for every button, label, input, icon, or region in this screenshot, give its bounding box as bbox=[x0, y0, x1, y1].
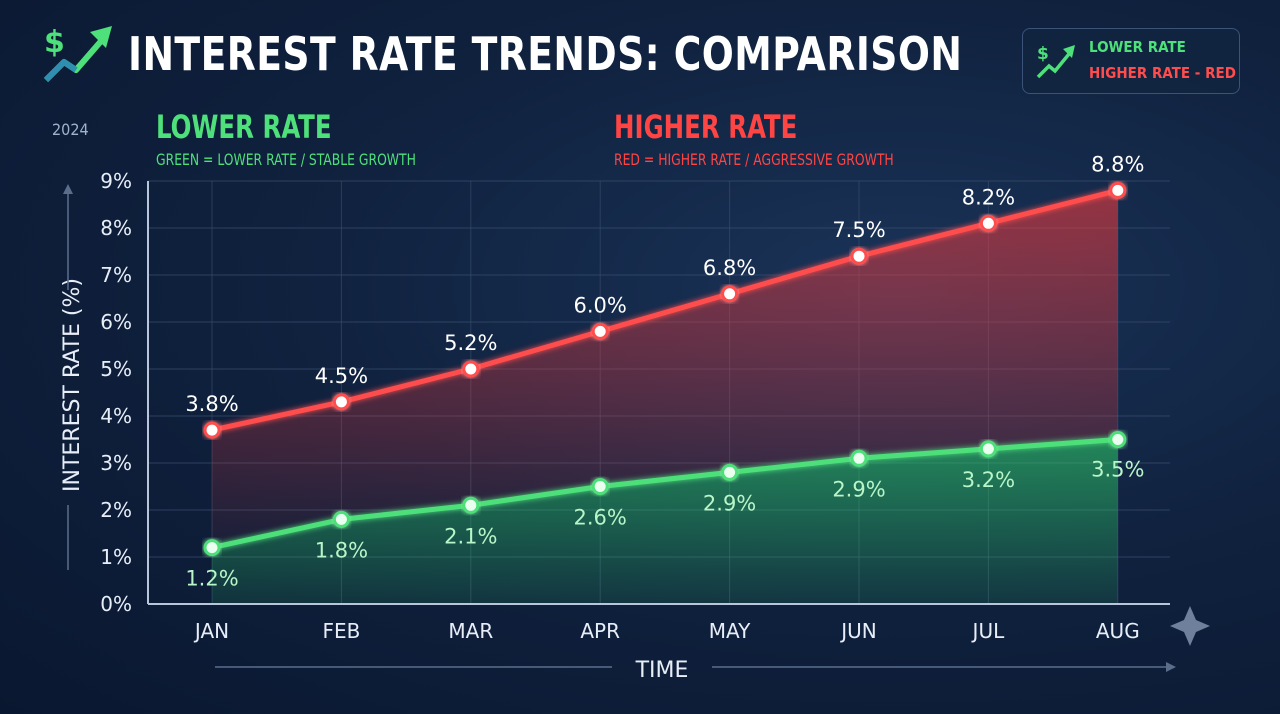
point-lower-rate bbox=[203, 539, 221, 557]
axes: 0% 1% 2% 3% 4% 5% 6% 7% 8% 9% JAN FEB MAR APR MAY JUN JU… bbox=[100, 169, 1170, 643]
point-higher-rate bbox=[1109, 181, 1127, 199]
point-higher-rate bbox=[721, 285, 739, 303]
year-label: 2024 bbox=[52, 120, 89, 139]
point-lower-rate bbox=[721, 463, 739, 481]
data-label-higher-rate: 3.8% bbox=[185, 392, 238, 416]
y-tick-label: 2% bbox=[100, 498, 132, 522]
legend-lower-rate: LOWER RATE bbox=[1089, 38, 1186, 56]
area-higher-rate bbox=[212, 190, 1118, 548]
data-label-lower-rate: 3.5% bbox=[1091, 458, 1144, 482]
data-label-lower-rate: 1.8% bbox=[315, 538, 368, 562]
point-lower-rate bbox=[979, 440, 997, 458]
x-axis-label: TIME bbox=[635, 658, 689, 683]
data-label-higher-rate: 8.2% bbox=[962, 185, 1015, 209]
svg-text:$: $ bbox=[44, 25, 65, 60]
data-label-lower-rate: 2.1% bbox=[444, 524, 497, 548]
point-higher-rate bbox=[979, 214, 997, 232]
y-tick-label: 9% bbox=[100, 169, 132, 193]
data-label-higher-rate: 6.8% bbox=[703, 256, 756, 280]
x-tick-label: JAN bbox=[193, 619, 229, 643]
lower-rate-heading: LOWER RATE bbox=[156, 108, 332, 146]
y-tick-label: 4% bbox=[100, 404, 132, 428]
point-higher-rate bbox=[850, 247, 868, 265]
data-labels: 3.8% 4.5% 5.2% 6.0% 6.8% 7.5% 8.2% 8.8% 1.2% 1.8%… bbox=[185, 152, 1144, 590]
point-higher-rate bbox=[203, 421, 221, 439]
data-label-higher-rate: 4.5% bbox=[315, 364, 368, 388]
series-lines bbox=[203, 181, 1127, 557]
point-lower-rate bbox=[1109, 431, 1127, 448]
x-axis-arrowhead bbox=[1166, 662, 1176, 672]
legend-higher-rate: HIGHER RATE - RED bbox=[1089, 64, 1236, 82]
title-bar: $ INTEREST RATE TRENDS: COMPARISON bbox=[40, 22, 1146, 86]
data-label-lower-rate: 2.6% bbox=[574, 506, 627, 530]
point-lower-rate bbox=[332, 510, 350, 528]
x-tick-label: APR bbox=[580, 619, 620, 643]
dollar-trend-icon: $ bbox=[43, 25, 112, 83]
x-tick-label: MAY bbox=[709, 619, 751, 643]
data-label-higher-rate: 6.0% bbox=[574, 293, 627, 317]
y-tick-label: 7% bbox=[100, 263, 132, 287]
point-lower-rate bbox=[850, 449, 868, 467]
dollar-trend-icon: $ bbox=[1036, 44, 1075, 79]
y-tick-label: 5% bbox=[100, 357, 132, 381]
x-tick-label: AUG bbox=[1096, 619, 1140, 643]
y-tick-label: 6% bbox=[100, 310, 132, 334]
y-axis-label: INTEREST RATE (%) bbox=[60, 278, 85, 492]
y-tick-label: 3% bbox=[100, 451, 132, 475]
y-axis-arrowhead bbox=[63, 184, 73, 194]
point-lower-rate bbox=[591, 478, 609, 495]
higher-rate-heading: HIGHER RATE bbox=[614, 108, 798, 146]
area-lower-rate bbox=[212, 439, 1118, 604]
x-tick-label: JUN bbox=[839, 619, 877, 643]
page-title: INTEREST RATE TRENDS: COMPARISON bbox=[128, 27, 963, 81]
point-higher-rate bbox=[462, 360, 480, 378]
x-tick-label: MAR bbox=[448, 619, 493, 643]
data-label-higher-rate: 5.2% bbox=[444, 331, 497, 355]
legend: $ LOWER RATE HIGHER RATE - RED bbox=[1022, 28, 1240, 94]
higher-rate-subtitle: RED = HIGHER RATE / AGGRESSIVE GROWTH bbox=[614, 150, 894, 169]
sparkle-icon bbox=[1170, 606, 1210, 646]
svg-text:$: $ bbox=[1037, 44, 1049, 64]
y-tick-label: 8% bbox=[100, 216, 132, 240]
area-fills bbox=[212, 190, 1118, 604]
x-tick-label: JUL bbox=[971, 619, 1006, 643]
data-label-lower-rate: 2.9% bbox=[832, 477, 885, 501]
point-higher-rate bbox=[332, 393, 350, 411]
data-label-lower-rate: 1.2% bbox=[185, 567, 238, 591]
y-tick-label: 1% bbox=[100, 545, 132, 569]
data-label-lower-rate: 2.9% bbox=[703, 491, 756, 515]
data-label-lower-rate: 3.2% bbox=[962, 468, 1015, 492]
data-label-higher-rate: 7.5% bbox=[832, 218, 885, 242]
line-higher-rate bbox=[209, 187, 1121, 433]
line-lower-rate bbox=[209, 437, 1121, 551]
y-tick-label: 0% bbox=[100, 592, 132, 616]
point-lower-rate bbox=[462, 496, 480, 514]
point-higher-rate bbox=[591, 322, 609, 340]
lower-rate-subtitle: GREEN = LOWER RATE / STABLE GROWTH bbox=[156, 150, 416, 169]
x-tick-label: FEB bbox=[322, 619, 360, 643]
data-label-higher-rate: 8.8% bbox=[1091, 152, 1144, 176]
